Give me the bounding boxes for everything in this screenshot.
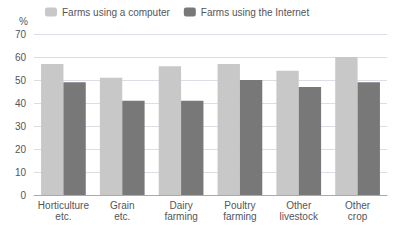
svg-text:etc.: etc. [55, 211, 71, 222]
svg-text:farming: farming [164, 211, 197, 222]
svg-text:0: 0 [20, 190, 26, 201]
svg-text:40: 40 [15, 98, 27, 109]
svg-text:farming: farming [223, 211, 256, 222]
svg-text:Farms using the Internet: Farms using the Internet [201, 7, 310, 18]
svg-text:Other: Other [286, 200, 312, 211]
svg-text:20: 20 [15, 144, 27, 155]
svg-text:Dairy: Dairy [169, 200, 192, 211]
svg-text:livestock: livestock [280, 211, 319, 222]
svg-text:Horticulture: Horticulture [38, 200, 90, 211]
svg-text:Other: Other [345, 200, 371, 211]
svg-text:%: % [19, 16, 28, 27]
svg-text:10: 10 [15, 167, 27, 178]
svg-text:70: 70 [15, 29, 27, 40]
svg-text:60: 60 [15, 52, 27, 63]
svg-text:Farms using a computer: Farms using a computer [62, 7, 170, 18]
svg-text:50: 50 [15, 75, 27, 86]
svg-text:Poultry: Poultry [224, 200, 255, 211]
svg-text:crop: crop [348, 211, 368, 222]
svg-text:etc.: etc. [114, 211, 130, 222]
svg-text:Grain: Grain [110, 200, 134, 211]
svg-text:30: 30 [15, 121, 27, 132]
